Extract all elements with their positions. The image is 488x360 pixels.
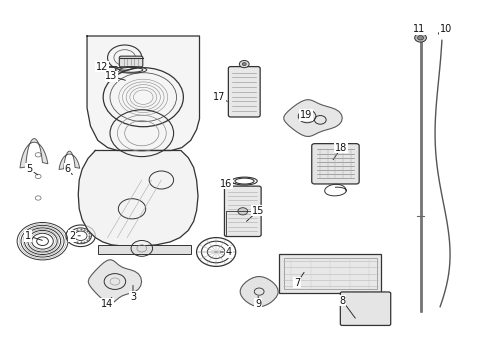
Text: 1: 1 xyxy=(25,231,31,241)
Text: 3: 3 xyxy=(130,292,136,302)
Text: 15: 15 xyxy=(251,206,264,216)
FancyBboxPatch shape xyxy=(228,67,260,117)
Circle shape xyxy=(238,208,247,215)
Polygon shape xyxy=(240,276,278,307)
Text: 17: 17 xyxy=(212,92,225,102)
Text: 6: 6 xyxy=(64,164,70,174)
Text: 13: 13 xyxy=(105,71,118,81)
FancyBboxPatch shape xyxy=(311,144,358,184)
Bar xyxy=(98,245,190,254)
Bar xyxy=(283,258,376,289)
Polygon shape xyxy=(59,151,80,170)
Circle shape xyxy=(242,63,245,66)
Text: 2: 2 xyxy=(69,231,75,241)
Text: 10: 10 xyxy=(439,24,451,34)
FancyBboxPatch shape xyxy=(340,292,390,325)
Circle shape xyxy=(414,33,426,42)
FancyBboxPatch shape xyxy=(224,186,261,237)
Text: 19: 19 xyxy=(299,110,311,120)
Text: 16: 16 xyxy=(219,179,232,189)
Text: 18: 18 xyxy=(334,143,347,153)
Polygon shape xyxy=(88,260,142,303)
Polygon shape xyxy=(78,150,198,246)
Polygon shape xyxy=(20,139,48,168)
Text: 11: 11 xyxy=(412,24,425,34)
Text: 5: 5 xyxy=(26,164,32,174)
Circle shape xyxy=(417,36,423,40)
Text: 9: 9 xyxy=(255,299,261,309)
Polygon shape xyxy=(283,100,342,136)
Polygon shape xyxy=(87,36,199,150)
Text: 7: 7 xyxy=(294,278,300,288)
FancyBboxPatch shape xyxy=(119,56,142,67)
Circle shape xyxy=(239,60,248,68)
Text: 4: 4 xyxy=(225,247,231,257)
Bar xyxy=(278,254,381,293)
Text: 8: 8 xyxy=(339,296,345,306)
Text: 12: 12 xyxy=(95,62,108,72)
Text: 14: 14 xyxy=(100,299,113,309)
